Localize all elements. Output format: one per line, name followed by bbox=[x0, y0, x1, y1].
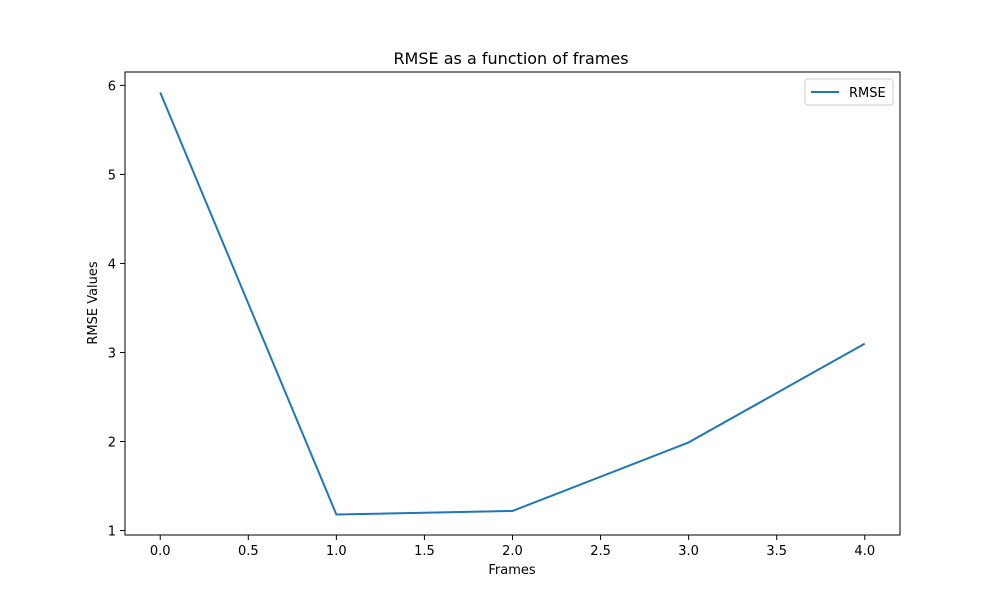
x-tick-label: 2.5 bbox=[590, 544, 611, 559]
x-tick-label: 0.5 bbox=[238, 544, 259, 559]
legend-label: RMSE bbox=[849, 86, 886, 101]
y-tick-label: 2 bbox=[108, 436, 116, 451]
chart-title: RMSE as a function of frames bbox=[393, 49, 628, 68]
y-tick-label: 3 bbox=[108, 346, 116, 361]
x-axis: 0.0 0.5 1.0 1.5 2.0 2.5 3.0 3.5 4.0 bbox=[150, 535, 875, 559]
x-tick-label: 1.5 bbox=[414, 544, 435, 559]
legend: RMSE bbox=[804, 78, 894, 106]
y-tick-label: 5 bbox=[108, 168, 116, 183]
series-lines bbox=[159, 92, 866, 516]
series-line-rmse bbox=[159, 92, 866, 516]
x-tick-label: 3.0 bbox=[678, 544, 699, 559]
x-tick-label: 2.0 bbox=[502, 544, 523, 559]
y-tick-label: 1 bbox=[108, 525, 116, 540]
x-axis-label: Frames bbox=[488, 563, 536, 578]
y-tick-label: 4 bbox=[108, 257, 116, 272]
x-tick-label: 3.5 bbox=[766, 544, 787, 559]
plot-area bbox=[124, 71, 901, 536]
legend-box bbox=[804, 78, 894, 106]
x-tick-label: 0.0 bbox=[150, 544, 171, 559]
y-axis: 1 2 3 4 5 6 bbox=[108, 79, 125, 540]
y-axis-label: RMSE Values bbox=[86, 261, 101, 345]
x-tick-label: 1.0 bbox=[326, 544, 347, 559]
y-tick-label: 6 bbox=[108, 79, 116, 94]
x-tick-label: 4.0 bbox=[854, 544, 875, 559]
